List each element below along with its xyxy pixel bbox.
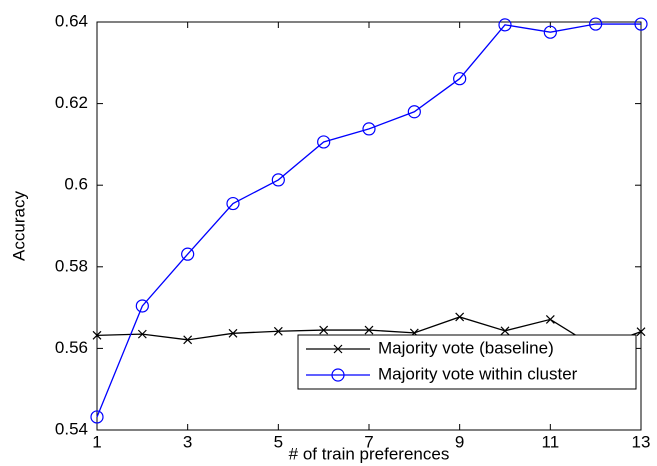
- marker: [634, 17, 648, 31]
- marker: [453, 72, 467, 86]
- legend-marker: [331, 368, 345, 382]
- legend-box: [297, 334, 637, 390]
- marker: [135, 299, 149, 313]
- y-tick-label: 0.54: [55, 419, 88, 438]
- y-tick-label: 0.58: [55, 256, 88, 275]
- x-tick-label: 9: [455, 432, 464, 451]
- x-tick-label: 11: [542, 432, 560, 451]
- marker: [362, 122, 376, 136]
- marker: [498, 18, 512, 32]
- marker: [589, 17, 603, 31]
- marker: [543, 25, 557, 39]
- marker: [228, 328, 238, 338]
- marker: [636, 327, 646, 337]
- y-tick-label: 0.64: [55, 11, 88, 30]
- marker: [137, 329, 147, 339]
- marker: [90, 410, 104, 424]
- marker: [319, 325, 329, 335]
- x-tick-label: 13: [632, 432, 651, 451]
- marker: [271, 173, 285, 187]
- x-axis-label: # of train preferences: [289, 444, 450, 463]
- marker: [226, 196, 240, 211]
- y-tick-label: 0.62: [55, 93, 88, 112]
- series-line: [96, 23, 641, 418]
- marker: [407, 105, 421, 119]
- marker: [545, 315, 555, 324]
- x-tick-label: 7: [364, 432, 373, 451]
- marker: [181, 247, 195, 261]
- y-axis-label: Accuracy: [9, 191, 28, 261]
- x-tick-label: 1: [92, 432, 101, 451]
- x-tick-label: 3: [183, 432, 192, 451]
- marker: [455, 312, 465, 322]
- marker: [273, 326, 283, 336]
- y-tick-label: 0.56: [55, 338, 88, 357]
- marker: [183, 335, 193, 345]
- marker: [500, 326, 510, 336]
- marker: [317, 135, 331, 149]
- marker: [92, 330, 102, 340]
- y-tick-label: 0.6: [64, 175, 88, 194]
- marker: [364, 325, 374, 335]
- legend-marker: [333, 344, 343, 354]
- x-tick-label: 5: [274, 432, 283, 451]
- legend-label: Majority vote within cluster: [378, 364, 578, 383]
- legend-label: Majority vote (baseline): [378, 338, 554, 357]
